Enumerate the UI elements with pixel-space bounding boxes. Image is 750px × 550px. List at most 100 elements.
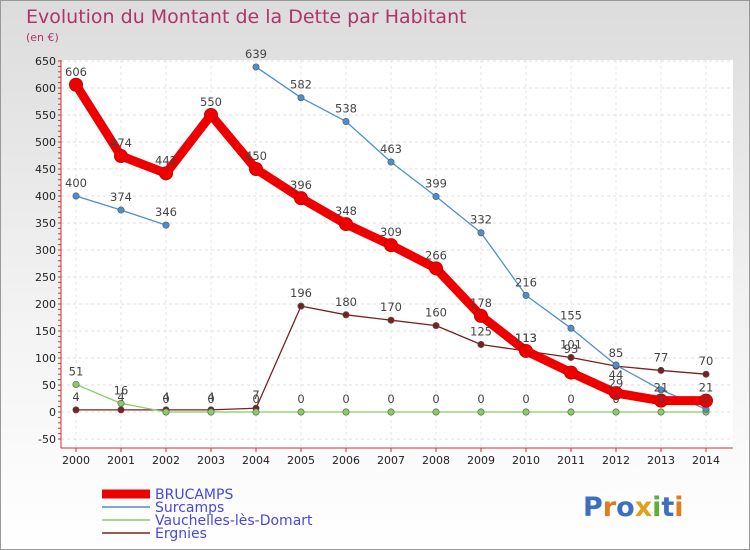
data-point-surcamps bbox=[657, 386, 665, 394]
axis-layer: -500501001502002503003504004505005506006… bbox=[35, 55, 733, 467]
data-label-ergnies: 70 bbox=[699, 354, 714, 368]
data-point-vauchelles bbox=[477, 408, 485, 416]
data-point-surcamps bbox=[72, 192, 80, 200]
grid-layer bbox=[61, 60, 733, 448]
y-tick-label: 350 bbox=[35, 217, 56, 230]
y-tick-label: 200 bbox=[35, 298, 56, 311]
data-point-vauchelles bbox=[252, 408, 260, 416]
legend-label-ergnies: Ergnies bbox=[155, 526, 207, 542]
data-point-surcamps bbox=[567, 324, 575, 332]
data-point-brucamps bbox=[429, 261, 443, 276]
chart-title: Evolution du Montant de la Dette par Hab… bbox=[26, 6, 467, 28]
x-tick-label: 2007 bbox=[377, 454, 405, 467]
data-label-surcamps: 216 bbox=[515, 275, 537, 289]
data-point-vauchelles bbox=[612, 408, 620, 416]
data-label-ergnies: 85 bbox=[609, 346, 624, 360]
data-point-brucamps bbox=[474, 308, 488, 323]
x-tick-label: 2006 bbox=[332, 454, 360, 467]
y-tick-label: 450 bbox=[35, 163, 56, 176]
data-label-vauchelles: 0 bbox=[297, 392, 304, 406]
x-tick-label: 2004 bbox=[242, 454, 270, 467]
y-tick-label: 500 bbox=[35, 136, 56, 149]
x-tick-label: 2009 bbox=[467, 454, 495, 467]
legend: BRUCAMPSSurcampsVauchelles-lès-DomartErg… bbox=[102, 487, 313, 542]
data-label-vauchelles: 0 bbox=[522, 392, 529, 406]
data-point-ergnies bbox=[342, 311, 350, 319]
data-point-vauchelles bbox=[432, 408, 440, 416]
proxiti-logo: Proxiti bbox=[571, 483, 695, 527]
data-point-ergnies bbox=[117, 406, 125, 414]
x-tick-label: 2005 bbox=[287, 454, 315, 467]
data-point-ergnies bbox=[432, 322, 440, 330]
data-point-surcamps bbox=[387, 158, 395, 166]
data-point-brucamps bbox=[564, 365, 578, 380]
data-point-brucamps bbox=[114, 149, 128, 164]
data-point-brucamps bbox=[294, 191, 308, 206]
logo-letter: i bbox=[674, 492, 683, 523]
y-tick-label: 250 bbox=[35, 271, 56, 284]
data-label-vauchelles: 0 bbox=[612, 392, 619, 406]
data-point-brucamps bbox=[204, 108, 218, 122]
data-label-ergnies: 4 bbox=[162, 390, 169, 404]
x-tick-label: 2014 bbox=[692, 454, 720, 467]
data-point-vauchelles bbox=[387, 408, 395, 416]
x-tick-label: 2008 bbox=[422, 454, 450, 467]
logo-letter: o bbox=[616, 492, 635, 523]
data-point-surcamps bbox=[342, 117, 350, 125]
y-tick-label: 550 bbox=[35, 109, 56, 122]
data-label-brucamps: 450 bbox=[245, 149, 267, 163]
data-label-ergnies: 4 bbox=[117, 390, 124, 404]
data-label-extra: 93 bbox=[564, 342, 579, 356]
data-point-ergnies bbox=[702, 370, 710, 378]
data-label-extra: 21 bbox=[654, 381, 669, 395]
legend-label-surcamps: Surcamps bbox=[155, 500, 224, 516]
x-tick-label: 2010 bbox=[512, 454, 540, 467]
x-tick-label: 2003 bbox=[197, 454, 225, 467]
data-point-ergnies bbox=[297, 302, 305, 310]
data-point-surcamps bbox=[117, 206, 125, 214]
data-label-brucamps: 442 bbox=[155, 153, 177, 167]
proxiti-logo-text: Proxiti bbox=[583, 492, 684, 523]
data-label-vauchelles: 0 bbox=[252, 392, 259, 406]
data-label-brucamps: 21 bbox=[699, 381, 714, 395]
data-label-vauchelles: 0 bbox=[387, 392, 394, 406]
data-label-ergnies: 170 bbox=[380, 300, 402, 314]
data-label-brucamps: 178 bbox=[470, 296, 492, 310]
data-point-brucamps bbox=[339, 217, 353, 232]
data-point-ergnies bbox=[72, 406, 80, 414]
y-tick-label: 0 bbox=[49, 406, 56, 419]
data-point-vauchelles bbox=[162, 408, 170, 416]
data-label-vauchelles: 0 bbox=[162, 392, 169, 406]
data-label-surcamps: 463 bbox=[380, 142, 402, 156]
data-point-surcamps bbox=[477, 229, 485, 237]
data-point-ergnies bbox=[567, 353, 575, 361]
logo-letter: t bbox=[661, 492, 674, 523]
data-label-ergnies: 4 bbox=[72, 390, 79, 404]
data-label-ergnies: 4 bbox=[207, 390, 214, 404]
data-label-brucamps: 550 bbox=[200, 95, 222, 109]
data-point-brucamps bbox=[159, 166, 173, 181]
data-label-brucamps: 309 bbox=[380, 225, 402, 239]
data-label-ergnies: 196 bbox=[290, 286, 312, 300]
data-point-brucamps bbox=[654, 393, 668, 408]
data-point-vauchelles bbox=[342, 408, 350, 416]
data-label-extra: 0 bbox=[702, 392, 709, 406]
data-point-surcamps bbox=[297, 94, 305, 102]
logo-letter: r bbox=[603, 492, 617, 523]
logo-letter: x bbox=[635, 492, 652, 523]
data-label-ergnies: 160 bbox=[425, 306, 447, 320]
data-label-surcamps: 582 bbox=[290, 78, 312, 92]
data-label-ergnies: 101 bbox=[560, 337, 582, 351]
data-label-extra: 0 bbox=[657, 392, 664, 406]
y-tick-label: 400 bbox=[35, 190, 56, 203]
data-label-brucamps: 474 bbox=[110, 136, 132, 150]
y-tick-label: -50 bbox=[38, 433, 56, 446]
data-point-vauchelles bbox=[297, 408, 305, 416]
data-point-brucamps bbox=[384, 238, 398, 253]
data-point-ergnies bbox=[657, 366, 665, 374]
y-tick-label: 600 bbox=[35, 82, 56, 95]
data-label-vauchelles: 51 bbox=[69, 364, 84, 378]
x-tick-label: 2002 bbox=[152, 454, 180, 467]
data-point-vauchelles bbox=[657, 408, 665, 416]
data-label-vauchelles: 16 bbox=[114, 383, 129, 397]
